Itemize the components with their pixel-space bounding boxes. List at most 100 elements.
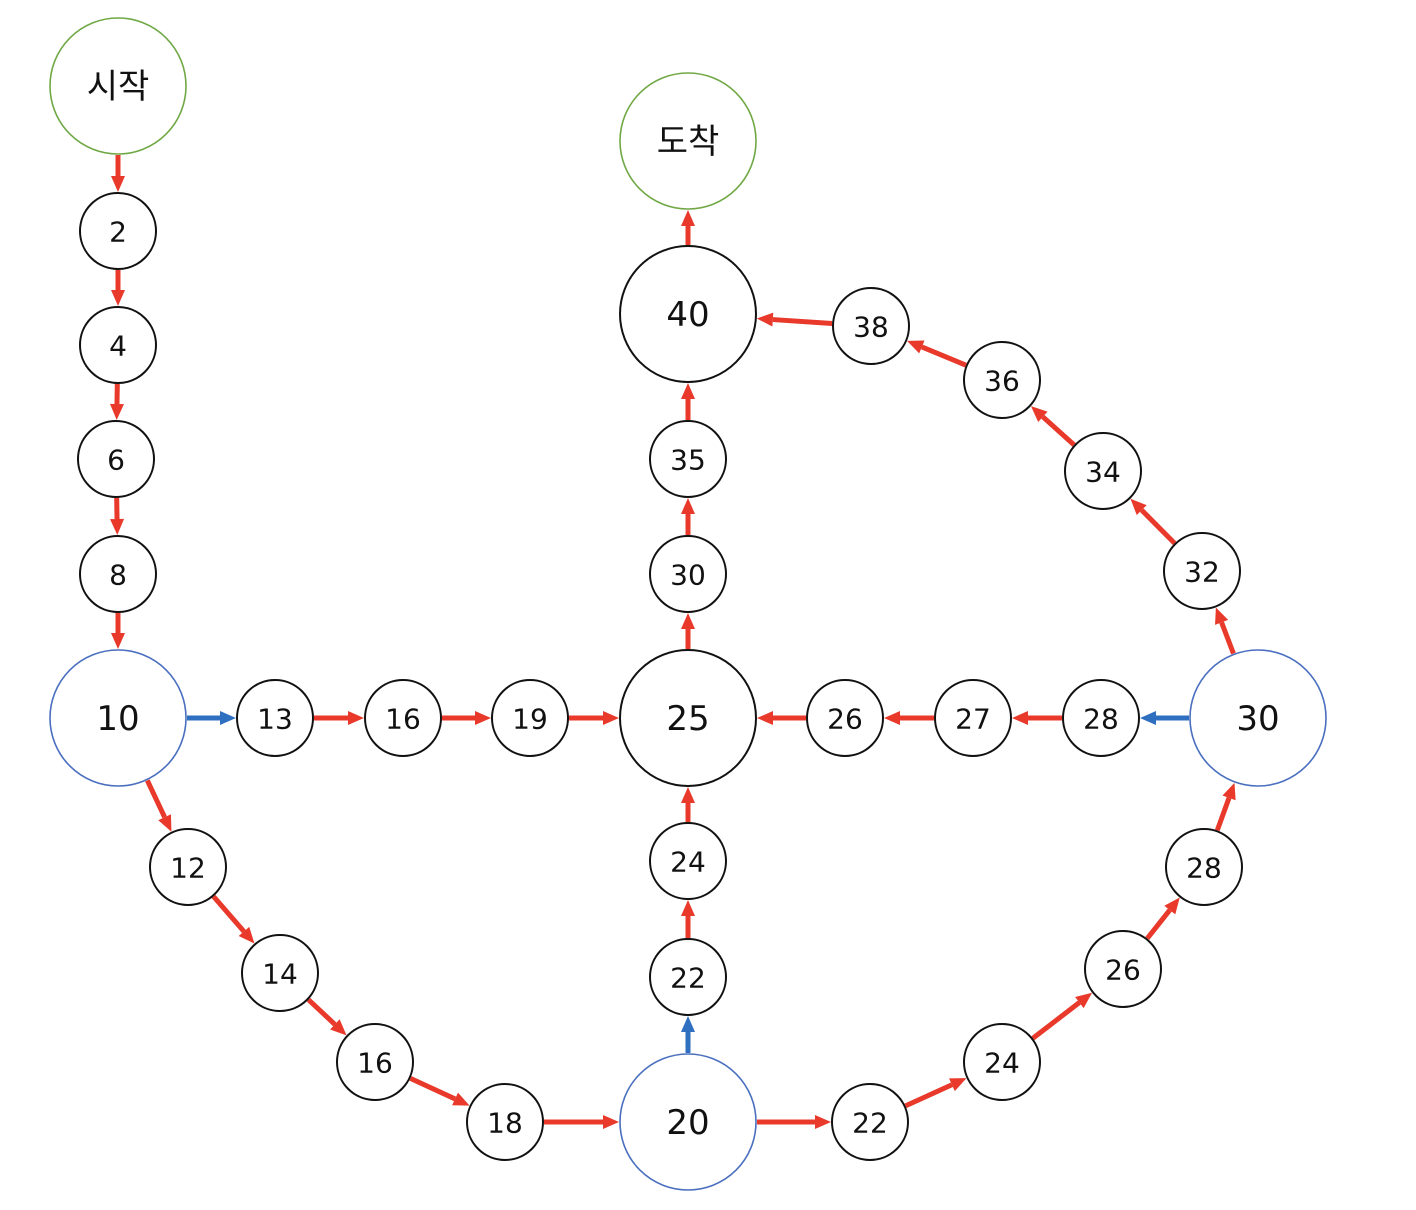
edge-m40-to-finish (681, 210, 695, 245)
node-label: 16 (357, 1047, 393, 1080)
node-label: 18 (487, 1107, 523, 1140)
node-label: 35 (670, 444, 706, 477)
node-circle (77, 420, 155, 498)
node-circle (934, 679, 1012, 757)
node-circle (619, 649, 757, 787)
node-circle (1084, 930, 1162, 1008)
edge-i35-to-m40 (681, 383, 695, 420)
node-label: 16 (385, 703, 421, 736)
node-f28: 28 (1165, 828, 1243, 906)
edge-a8-to-b10 (111, 613, 125, 649)
node-circle (49, 649, 187, 787)
node-label: 시작 (87, 67, 150, 107)
node-b10: 10 (49, 649, 187, 787)
node-d18: 18 (466, 1083, 544, 1161)
node-circle (963, 341, 1041, 419)
node-circle (1064, 432, 1142, 510)
node-c19: 19 (491, 679, 569, 757)
node-a6: 6 (77, 420, 155, 498)
node-m25: 25 (619, 649, 757, 787)
node-label: 22 (670, 962, 706, 995)
node-circle (241, 934, 319, 1012)
node-c16: 16 (364, 679, 442, 757)
node-circle (649, 420, 727, 498)
edge-m25-to-i30 (681, 613, 695, 649)
edge-d12-to-d14 (211, 894, 255, 944)
node-label: 34 (1085, 456, 1121, 489)
node-circle (364, 679, 442, 757)
node-label: 30 (1236, 699, 1279, 739)
node-label: 8 (109, 559, 127, 592)
node-label: 4 (109, 330, 127, 363)
edge-b10-to-d12 (145, 779, 172, 832)
node-i35: 35 (649, 420, 727, 498)
node-label: 10 (96, 699, 139, 739)
node-circle (466, 1083, 544, 1161)
node-label: 27 (955, 703, 991, 736)
edge-f22-to-f24 (904, 1078, 967, 1109)
edge-f24-to-f26 (1031, 992, 1093, 1041)
node-circle (619, 245, 757, 383)
edge-c13-to-c16 (314, 711, 364, 725)
node-label: 36 (984, 365, 1020, 398)
node-label: 2 (109, 216, 127, 249)
edge-f28-to-b30 (1214, 782, 1236, 832)
edge-d14-to-d16 (306, 997, 347, 1036)
node-circle (649, 822, 727, 900)
node-b30: 30 (1189, 649, 1327, 787)
edge-g26-to-m25 (757, 711, 806, 725)
node-c13: 13 (236, 679, 314, 757)
node-circle (79, 535, 157, 613)
edge-b30-to-g28 (1140, 711, 1189, 725)
node-circle (831, 1083, 909, 1161)
node-circle (649, 938, 727, 1016)
node-g26: 26 (806, 679, 884, 757)
node-circle (963, 1023, 1041, 1101)
node-label: 40 (666, 295, 709, 335)
node-d12: 12 (149, 828, 227, 906)
edges-layer (109, 155, 1236, 1129)
node-circle (619, 1053, 757, 1191)
edge-h38-to-m40 (756, 312, 833, 327)
node-e22: 22 (649, 938, 727, 1016)
node-h36: 36 (963, 341, 1041, 419)
node-circle (806, 679, 884, 757)
node-i30: 30 (649, 535, 727, 613)
node-d14: 14 (241, 934, 319, 1012)
node-h38: 38 (832, 287, 910, 365)
node-circle (1165, 828, 1243, 906)
edge-b30-to-h32 (1215, 607, 1236, 655)
edge-b10-to-c13 (187, 711, 236, 725)
node-label: 13 (257, 703, 293, 736)
node-circle (619, 72, 757, 210)
node-circle (1189, 649, 1327, 787)
edge-b20-to-f22 (757, 1115, 831, 1129)
node-f24: 24 (963, 1023, 1041, 1101)
node-d16: 16 (336, 1023, 414, 1101)
edge-e24-to-m25 (681, 787, 695, 822)
edge-a6-to-a8 (110, 497, 125, 536)
node-circle (649, 535, 727, 613)
node-a2: 2 (79, 192, 157, 270)
edge-c16-to-c19 (442, 711, 491, 725)
node-h32: 32 (1163, 532, 1241, 610)
node-label: 26 (827, 703, 863, 736)
edge-g28-to-g27 (1012, 711, 1062, 725)
node-circle (79, 192, 157, 270)
node-circle (49, 17, 187, 155)
edge-h34-to-h36 (1030, 406, 1076, 447)
node-label: 도착 (657, 122, 720, 162)
node-m40: 40 (619, 245, 757, 383)
node-label: 25 (666, 699, 709, 739)
edge-h32-to-h34 (1130, 498, 1177, 546)
node-label: 22 (852, 1107, 888, 1140)
node-label: 28 (1083, 703, 1119, 736)
edge-a2-to-a4 (111, 270, 125, 306)
edge-b20-to-e22 (681, 1016, 695, 1053)
edge-i30-to-i35 (681, 498, 695, 535)
node-finish: 도착 (619, 72, 757, 210)
node-label: 24 (984, 1047, 1020, 1080)
edge-a4-to-a6 (109, 383, 124, 421)
node-h34: 34 (1064, 432, 1142, 510)
node-label: 32 (1184, 556, 1220, 589)
